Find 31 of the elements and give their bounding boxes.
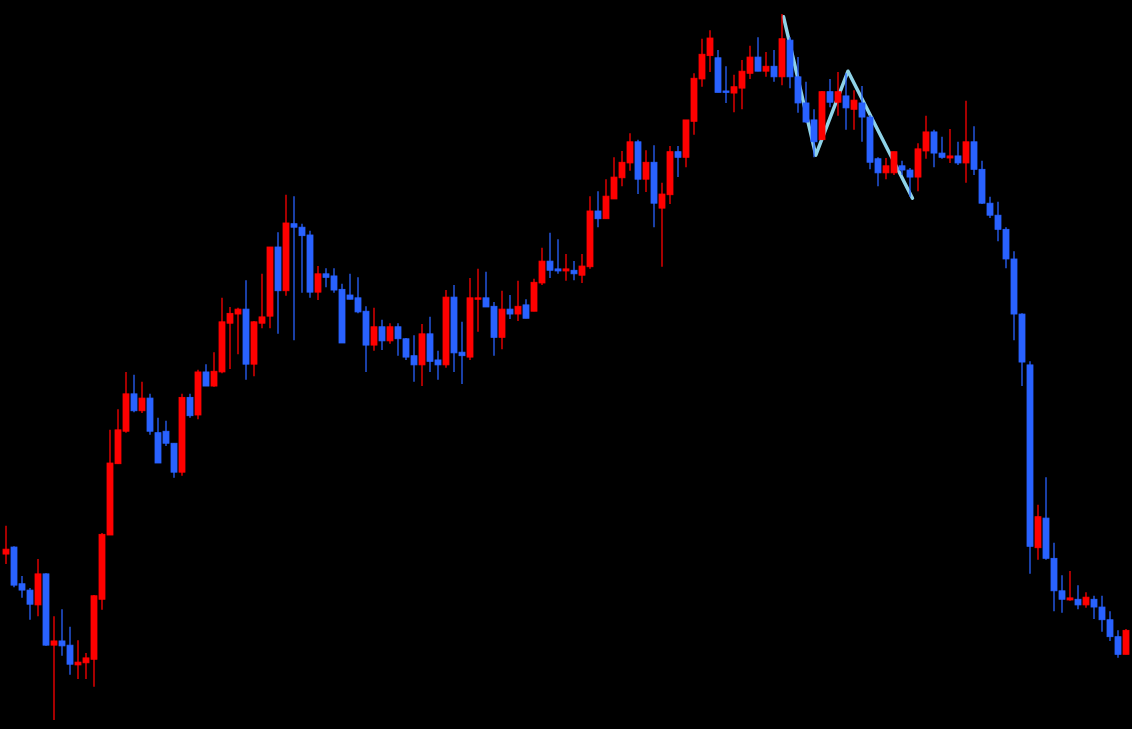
candlestick <box>138 381 146 414</box>
candlestick <box>946 128 954 164</box>
candlestick <box>954 141 962 166</box>
candlestick <box>842 72 850 131</box>
candlestick <box>594 190 602 228</box>
candlestick <box>2 525 10 565</box>
candlestick <box>674 145 682 178</box>
candlestick <box>834 71 842 117</box>
candlestick <box>762 51 770 78</box>
candlestick <box>562 253 570 282</box>
candlestick <box>754 36 762 72</box>
candlestick <box>186 393 194 419</box>
candlestick <box>826 78 834 108</box>
candlestick <box>370 307 378 352</box>
candlestick <box>1066 570 1074 602</box>
candlestick <box>514 280 522 322</box>
candlestick <box>522 298 530 319</box>
candlestick <box>130 374 138 413</box>
candlestick <box>850 89 858 131</box>
candlestick <box>1074 584 1082 610</box>
candlestick <box>506 294 514 320</box>
candlestick <box>570 260 578 281</box>
candlestick <box>202 363 210 387</box>
candlestick <box>314 265 322 301</box>
candlestick <box>378 319 386 351</box>
candlestick <box>386 322 394 345</box>
candlestick <box>962 100 970 184</box>
candlestick <box>1122 628 1130 655</box>
candlestick <box>50 615 58 720</box>
candlestick <box>770 49 778 83</box>
candlestick <box>642 149 650 193</box>
